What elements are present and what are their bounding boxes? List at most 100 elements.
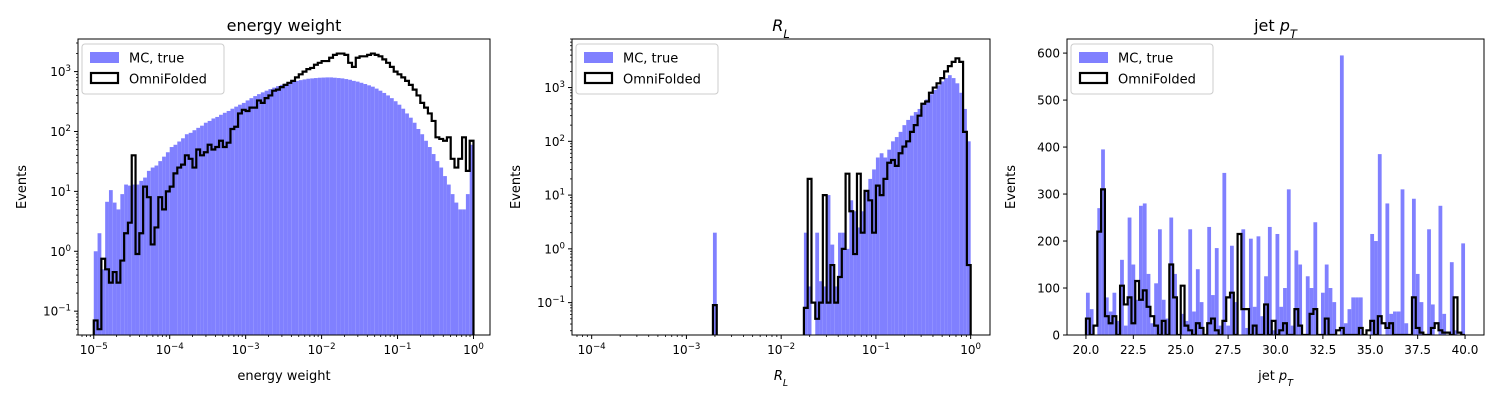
mc-bar [1309, 288, 1314, 335]
mc-bar [188, 132, 193, 335]
legend-swatch-mc [90, 52, 119, 63]
legend-label-mc: MC, true [1118, 52, 1173, 67]
y-axis-label: Events [15, 165, 30, 209]
mc-bar [910, 115, 914, 335]
mc-bar [1267, 226, 1272, 335]
y-tick-label: 103 [544, 80, 565, 95]
chart-panel-3: 20.0 22.5 25.0 27.5 30.0 32.5 35.0 37.5 40.0 0 100… [1004, 16, 1485, 389]
mc-bar [1393, 311, 1397, 335]
mc-bar [112, 202, 117, 335]
y-tick-label: 100 [544, 241, 565, 256]
mc-bar [1400, 189, 1405, 335]
x-tick-label: 30.0 [1262, 343, 1289, 357]
mc-bar [1127, 217, 1132, 335]
mc-bar [412, 122, 417, 335]
mc-bar [93, 251, 98, 335]
mc-bar [378, 90, 383, 335]
mc-bar [1139, 205, 1143, 335]
x-tick-label: 27.5 [1215, 343, 1242, 357]
mc-bar [393, 101, 398, 335]
mc-bar [940, 81, 945, 335]
omnifolded-step-line [1084, 188, 1466, 335]
mc-bar [936, 85, 941, 335]
y-tick-label: 100 [50, 244, 71, 259]
mc-bar [838, 232, 842, 335]
omnifolded-step-line [92, 52, 475, 335]
mc-bar [1146, 273, 1151, 335]
mc-bar [314, 78, 318, 335]
mc-bar [925, 99, 929, 335]
legend-label-mc: MC, true [129, 52, 184, 67]
mc-bar [1233, 302, 1238, 335]
mc-bar [241, 102, 246, 335]
mc-bar [158, 161, 163, 335]
x-tick-label: 100 [463, 342, 484, 357]
mc-bar [219, 114, 223, 335]
mc-bar [1173, 273, 1177, 335]
mc-bar [310, 78, 315, 335]
mc-bar [1286, 189, 1291, 335]
mc-bar [386, 95, 390, 335]
mc-bar [291, 81, 296, 335]
x-tick-label: 10−3 [672, 342, 700, 357]
mc-bar [1283, 288, 1287, 335]
legend-label-omnifolded: OmniFolded [129, 73, 207, 88]
mc-bar [1199, 302, 1204, 335]
mc-bar [1411, 198, 1416, 335]
legend-label-mc: MC, true [623, 52, 678, 67]
mc-bar [1290, 325, 1295, 335]
y-tick-label: 102 [50, 124, 71, 139]
mc-bar [1169, 217, 1174, 335]
mc-bar [446, 184, 451, 335]
mc-bar [279, 84, 284, 335]
mc-bar [405, 113, 409, 335]
chart-title: energy weight [227, 16, 342, 35]
mc-bar [1131, 264, 1136, 335]
legend-swatch-mc [1079, 52, 1108, 63]
mc-bar [150, 167, 155, 335]
mc-bar [1404, 323, 1409, 335]
mc-bar [1230, 245, 1234, 335]
mc-bar [146, 170, 151, 335]
mc-bar [902, 125, 907, 335]
mc-bar [101, 269, 106, 335]
mc-bar [1256, 236, 1261, 335]
mc-bar [154, 165, 159, 335]
mc-bar [1085, 292, 1090, 335]
mc-bar [317, 77, 322, 335]
mc-bar [1154, 283, 1158, 335]
mc-bar [1101, 149, 1105, 335]
mc-bar [276, 86, 280, 335]
legend: MC, true OmniFolded [1070, 43, 1214, 95]
mc-bar [431, 154, 436, 335]
mc-bar [135, 184, 140, 335]
mc-bar [1218, 325, 1223, 335]
mc-bar [1161, 299, 1166, 335]
mc-bar [184, 134, 189, 335]
x-tick-label: 10−3 [232, 342, 260, 357]
mc-bar [268, 89, 273, 335]
legend-swatch-omnifolded [1078, 71, 1109, 85]
mc-bar [932, 90, 937, 335]
mc-bar [841, 232, 846, 335]
mc-bar [1358, 297, 1363, 335]
mc-bar [917, 108, 922, 335]
mc-bar [1279, 306, 1284, 335]
mc-bar [1116, 320, 1121, 335]
mc-bar [868, 178, 873, 335]
mc-bar [1320, 292, 1325, 335]
mc-bar [1430, 304, 1435, 335]
mc-bar [826, 195, 831, 335]
mc-bar [1123, 325, 1128, 335]
mc-bar [302, 79, 307, 335]
mc-bar [1271, 330, 1276, 335]
mc-bar [815, 232, 820, 335]
plot-area [711, 57, 972, 335]
mc-bar [367, 85, 371, 335]
mc-bar [427, 147, 432, 335]
mc-bar [325, 77, 330, 335]
mc-bar [1089, 309, 1094, 335]
mc-bar [215, 116, 220, 335]
mc-bar [864, 190, 869, 335]
mc-bar [1275, 233, 1280, 335]
